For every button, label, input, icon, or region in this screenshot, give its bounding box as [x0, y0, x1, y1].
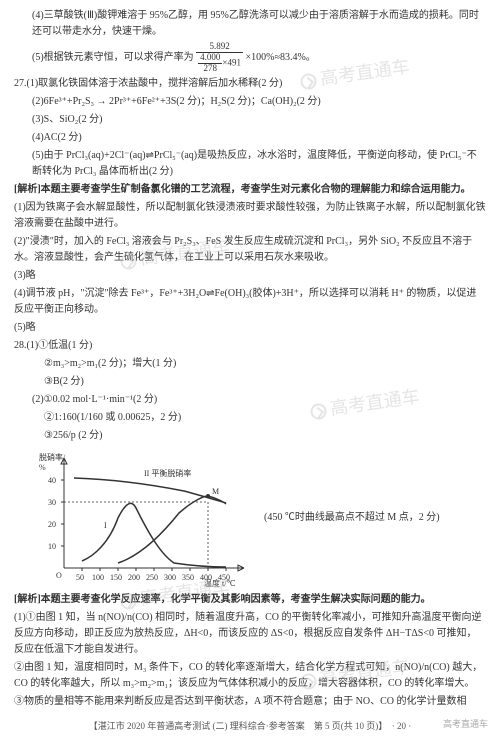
analysis-27-4: (4)调节液 pH，"沉淀"除去 Fe³⁺，Fe³⁺+3H₂O⇌Fe(OH)₃(… [14, 286, 486, 318]
question-28-2b: ②1:160(1/160 或 0.00625，2 分) [14, 410, 486, 426]
svg-text:10: 10 [48, 542, 56, 551]
svg-text:200: 200 [128, 573, 140, 582]
page-footer: 【湛江市 2020 年普通高考测试 (二) 理科综合·参考答案 第 5 页(共 … [0, 719, 500, 733]
analysis-28-1: (1)①由图 1 知，当 n(NO)/n(CO) 相同时，随着温度升高，CO 的… [14, 610, 486, 658]
svg-text:30: 30 [48, 498, 56, 507]
analysis-27-1: (1)因为铁离子会水解显酸性，所以配制氯化铁浸渍液时要求酸性较强，为防止铁离子水… [14, 200, 486, 232]
svg-text:温度 t/℃: 温度 t/℃ [204, 578, 235, 588]
svg-text:50: 50 [76, 573, 84, 582]
analysis-27-5: (5)略 [14, 320, 486, 336]
body-text: (5)根据铁元素守恒，可以求得产率为 5.892 4.000278×491 ×1… [14, 42, 486, 74]
analysis-28-2: ②由图 1 知，温度相同时，M₃ 条件下，CO 的转化率逐渐增大，结合化学方程式… [14, 660, 486, 692]
svg-text:300: 300 [164, 573, 176, 582]
body-text: (4)三草酸铁(Ⅲ)酸钾难溶于 95%乙醇，用 95%乙醇洗涤可以减少由于溶质溶… [14, 8, 486, 40]
svg-text:脱硝率/: 脱硝率/ [39, 452, 66, 462]
question-28-2c: ③256/p (2 分) [14, 428, 486, 444]
y-ticks: 10 20 30 40 [48, 476, 64, 551]
svg-text:150: 150 [110, 573, 122, 582]
svg-text:250: 250 [146, 573, 158, 582]
chart-caption: (450 ℃时曲线最高点不超过 M 点，2 分) [264, 510, 440, 526]
question-28-1b: ②m₃>m₂>m₁(2 分)；增大(1 分) [14, 356, 486, 372]
question-27-5: (5)由于 PrCl₃(aq)+2Cl⁻(aq)⇌PrCl₅⁻(aq)是吸热反应… [14, 148, 486, 180]
svg-text:40: 40 [48, 476, 56, 485]
question-28-1: 28.(1)①低温(1 分) [14, 338, 486, 354]
svg-text:I: I [104, 521, 107, 530]
svg-text:II 平衡脱硝率: II 平衡脱硝率 [144, 468, 191, 478]
footer-stamp: 高考直通车 [443, 717, 488, 731]
analysis-27-3: (3)略 [14, 268, 486, 284]
analysis-heading-28: [解析]本题主要考查化学反应速率，化学平衡及其影响因素等，考查学生解决实际问题的… [14, 592, 486, 608]
chart-container: 10 20 30 40 50 100 150 200 250 300 350 4… [34, 448, 486, 588]
analysis-28-3: ③物质的量相等不能用来判断反应是否达到平衡状态，A 项不符合题意；由于 NO、C… [14, 694, 486, 710]
svg-text:M: M [212, 487, 219, 496]
question-28-2: (2)①0.02 mol·L⁻¹·min⁻¹(2 分) [14, 392, 486, 408]
question-27-3: (3)S、SiO₂(2 分) [14, 112, 486, 128]
analysis-27-2: (2)"浸渍"时，加入的 FeCl₃ 溶液会与 Pr₂S₃、FeS 发生反应生成… [14, 234, 486, 266]
analysis-heading-27: [解析]本题主要考查学生矿制备氯化镨的工艺流程，考查学生对元素化合物的理解能力和… [14, 182, 486, 198]
rate-temperature-chart: 10 20 30 40 50 100 150 200 250 300 350 4… [34, 448, 254, 588]
question-27-4: (4)AC(2 分) [14, 130, 486, 146]
question-28-1c: ③B(2 分) [14, 374, 486, 390]
svg-text:350: 350 [182, 573, 194, 582]
svg-text:O: O [56, 571, 62, 580]
question-27-1: 27.(1)取氯化铁固体溶于浓盐酸中，搅拌溶解后加水稀释(2 分) [14, 76, 486, 92]
svg-text:%: % [39, 463, 46, 472]
svg-text:20: 20 [48, 520, 56, 529]
question-27-2: (2)6Fe³⁺+Pr₂S₃ → 2Pr³⁺+6Fe²⁺+3S(2 分)；H₂S… [14, 94, 486, 110]
svg-text:100: 100 [92, 573, 104, 582]
fraction: 5.892 4.000278×491 [196, 42, 243, 74]
